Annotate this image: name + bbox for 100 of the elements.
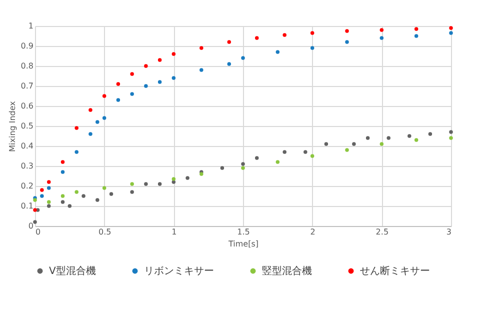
y-tick-label: 0.3 [20,162,34,170]
x-axis-title: Time[s] [228,240,258,248]
point [345,40,349,44]
point [158,80,162,84]
point [116,82,120,86]
point [158,182,162,186]
point [102,94,106,98]
point [324,142,328,146]
y-tick-label: 0.1 [20,202,34,210]
point [310,31,314,35]
y-tick-label: 0.8 [20,62,34,70]
point [276,50,280,54]
point [276,160,280,164]
y-tick-label: 0.9 [20,42,34,50]
point [68,204,72,208]
point [380,142,384,146]
point [74,150,78,154]
point [144,64,148,68]
x-tick-label: 3 [446,228,452,236]
point [352,142,356,146]
point [282,33,286,37]
point [60,200,65,204]
x-tick-label: 2.5 [376,228,389,236]
point [172,52,176,56]
point [241,166,245,170]
legend-label: V型混合機 [49,265,96,277]
point [310,46,314,50]
point [449,130,453,134]
y-tick-label: 0.5 [20,122,34,130]
point [380,36,384,40]
point [254,156,259,160]
point [60,170,65,174]
point [172,76,176,80]
point [46,186,51,190]
y-axis-title: Mixing Index [8,100,17,152]
point [102,186,106,190]
point [414,34,418,38]
point [449,31,453,35]
point [74,126,78,130]
point [345,148,349,152]
point [200,68,204,72]
y-tick-label: 0.6 [20,102,34,110]
point [130,182,134,186]
point [46,180,51,184]
point [130,190,134,194]
point [102,116,106,120]
point [88,132,92,136]
point [33,220,37,224]
point [386,136,390,140]
point [116,98,120,102]
point [130,92,134,96]
point [96,120,100,124]
point [60,194,65,198]
point [200,46,204,50]
x-tick-label: 2 [310,228,316,236]
y-tick-label: 0.7 [20,82,34,90]
point [241,56,245,60]
point [96,198,100,202]
point [380,28,384,32]
y-tick-label: 1 [28,22,34,30]
y-tick-label: 0.4 [20,142,34,150]
point [40,188,44,192]
x-tick-label: 0 [36,228,41,236]
x-tick-label: 0.5 [98,228,112,236]
point [227,62,232,66]
point [60,160,65,164]
point [220,166,224,170]
point [366,136,370,140]
point [33,208,37,212]
point [310,154,314,158]
y-tick-label: 0 [28,222,34,230]
point [449,136,453,140]
point [227,40,232,44]
point [144,182,148,186]
legend-label: せん断ミキサー [360,265,430,277]
point [46,204,51,208]
point [130,72,134,76]
point [304,150,308,154]
point [414,138,418,142]
point [158,58,162,62]
point [82,194,86,198]
point [109,192,114,196]
point [172,177,176,181]
legend-label: リボンミキサー [144,266,214,277]
point [46,200,51,204]
point [428,132,432,136]
point [408,134,412,138]
legend-label: 竪型混合機 [262,265,312,277]
point [74,190,78,194]
point [88,108,92,112]
x-tick-label: 1.5 [237,228,250,236]
point [345,29,349,33]
point [172,180,176,184]
point [449,26,453,30]
point [414,27,418,31]
point [40,194,44,198]
point [241,162,245,166]
point [144,84,148,88]
point [186,176,190,180]
y-tick-label: 0.2 [20,182,34,190]
